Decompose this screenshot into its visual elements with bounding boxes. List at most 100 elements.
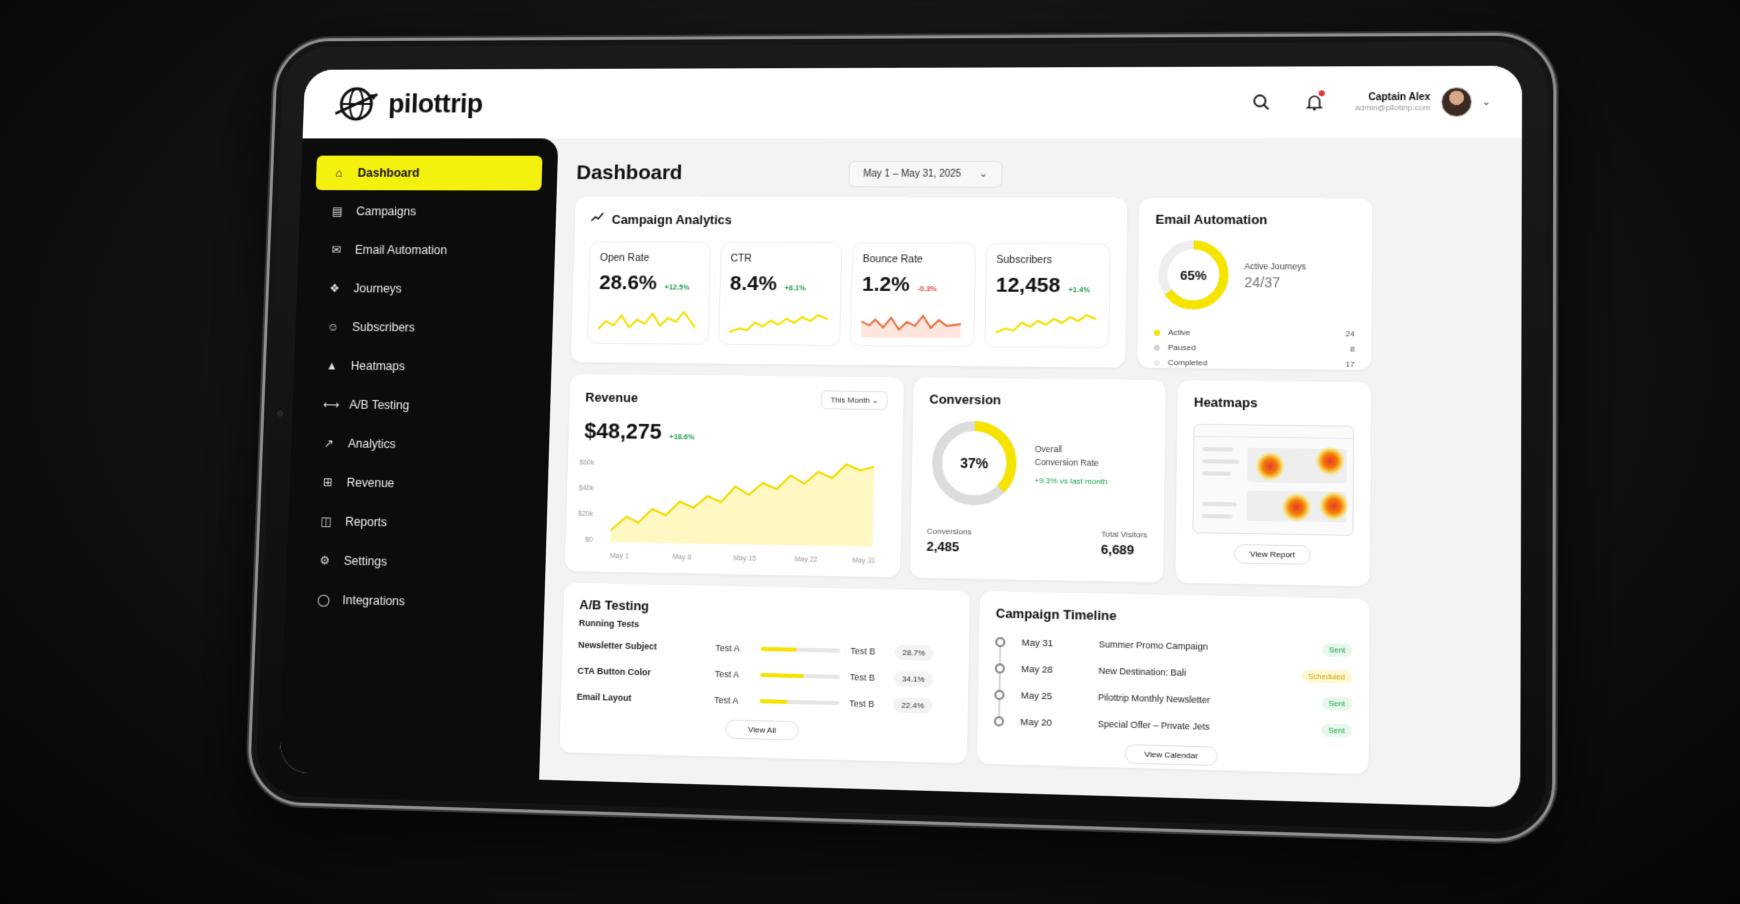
metric-value: 8.4% xyxy=(730,272,777,296)
stat-label: Total Visitors xyxy=(1101,530,1147,540)
top-bar: pilottrip Captain Alex admin@pilottrip.c… xyxy=(303,66,1522,139)
bell-icon[interactable] xyxy=(1302,90,1327,114)
chevron-down-icon: ⌄ xyxy=(979,168,988,179)
conversion-summary: Overall Conversion Rate +9.3% vs last mo… xyxy=(1034,443,1108,487)
revenue-chart: $60k $40k $20k $0 May 1 May 8 May 15 May… xyxy=(577,451,889,567)
status-badge: Sent xyxy=(1321,723,1352,737)
metric-open-rate[interactable]: Open Rate 28.6% +12.5% xyxy=(587,241,711,345)
ab-test-name: CTA Button Color xyxy=(577,666,715,679)
sidebar-item-heatmaps[interactable]: ▲ Heatmaps xyxy=(309,348,537,385)
metric-label: CTR xyxy=(730,253,831,265)
ab-variant-a: Test A xyxy=(715,643,761,654)
metric-label: Subscribers xyxy=(996,254,1099,266)
ab-testing-card: A/B Testing Running Tests Newsletter Sub… xyxy=(559,583,969,763)
sidebar-item-label: Subscribers xyxy=(352,320,415,334)
view-report-button[interactable]: View Report xyxy=(1234,544,1310,565)
metric-value-row: 1.2% -0.3% xyxy=(862,273,964,297)
timeline-date: May 25 xyxy=(1021,690,1099,703)
heatmaps-card: Heatmaps Vie xyxy=(1175,380,1371,586)
sidebar-item-reports[interactable]: ◫ Reports xyxy=(303,503,532,542)
preview-line xyxy=(1202,459,1239,464)
globe-plane-icon xyxy=(331,85,381,123)
search-icon[interactable] xyxy=(1249,90,1274,114)
analytics-icon: ↗ xyxy=(321,436,337,450)
period-select[interactable]: This Month ⌄ xyxy=(821,390,887,410)
timeline-dot xyxy=(994,716,1004,726)
conversion-donut: 37% xyxy=(927,417,1021,511)
view-all-button[interactable]: View All xyxy=(725,719,799,740)
integrations-icon: ◯ xyxy=(316,593,332,607)
metrics-row: Open Rate 28.6% +12.5% CTR 8.4% +8.1 xyxy=(587,241,1111,348)
date-range-select[interactable]: May 1 – May 31, 2025 ⌄ xyxy=(848,160,1002,187)
heatmap-icon: ▲ xyxy=(324,359,340,373)
preview-line xyxy=(1202,502,1237,507)
sidebar-item-integrations[interactable]: ◯ Integrations xyxy=(300,582,529,622)
ab-progress xyxy=(761,647,841,653)
revenue-delta: +18.6% xyxy=(669,432,694,441)
x-tick: May 15 xyxy=(733,555,756,562)
sidebar-item-revenue[interactable]: ⊞ Revenue xyxy=(304,464,533,503)
sparkline xyxy=(861,308,961,339)
sidebar-item-label: Journeys xyxy=(353,282,402,296)
active-journeys: Active Journeys 24/37 xyxy=(1244,261,1306,290)
timeline-list: May 31 Summer Promo Campaign Sent May 28… xyxy=(994,629,1353,744)
conversion-label-2: Conversion Rate xyxy=(1035,455,1108,469)
active-journeys-label: Active Journeys xyxy=(1244,261,1306,271)
ab-variant-b: Test B xyxy=(850,646,894,657)
ab-test-icon: ⟷ xyxy=(323,398,339,412)
card-title: Email Automation xyxy=(1155,212,1355,228)
sidebar-item-subscribers[interactable]: ☺ Subscribers xyxy=(310,309,538,346)
legend-dot xyxy=(1154,359,1160,365)
timeline-campaign: New Destination: Bali xyxy=(1098,666,1301,681)
user-menu[interactable]: Captain Alex admin@pilottrip.com ⌄ xyxy=(1355,87,1491,117)
conversions-stat: Conversions 2,485 xyxy=(926,527,971,555)
top-actions: Captain Alex admin@pilottrip.com ⌄ xyxy=(1249,87,1491,117)
sidebar-item-dashboard[interactable]: ⌂ Dashboard xyxy=(316,156,543,191)
metric-value: 12,458 xyxy=(996,274,1061,298)
legend-value: 17 xyxy=(1345,360,1354,369)
automation-percent: 65% xyxy=(1154,237,1232,314)
y-tick: $40k xyxy=(579,485,594,492)
sidebar-item-ab-testing[interactable]: ⟷ A/B Testing xyxy=(307,387,535,425)
logo[interactable]: pilottrip xyxy=(331,85,483,124)
legend-item: Completed 17 xyxy=(1154,355,1355,372)
ab-variant-b: Test B xyxy=(849,698,893,709)
metric-bounce-rate[interactable]: Bounce Rate 1.2% -0.3% xyxy=(850,242,976,347)
app-name: pilottrip xyxy=(388,88,483,119)
user-info: Captain Alex admin@pilottrip.com xyxy=(1355,92,1430,112)
stat-label: Conversions xyxy=(927,527,972,537)
sidebar-item-email-automation[interactable]: ✉ Email Automation xyxy=(313,232,540,268)
campaign-icon: ▤ xyxy=(330,205,346,218)
ab-progress-fill xyxy=(760,673,804,678)
sidebar-item-label: Settings xyxy=(344,554,388,569)
stat-value: 2,485 xyxy=(926,539,971,555)
x-tick: May 22 xyxy=(795,556,818,563)
conversion-stats: Conversions 2,485 Total Visitors 6,689 xyxy=(926,527,1147,558)
campaign-timeline-card: Campaign Timeline May 31 Summer Promo Ca… xyxy=(977,591,1370,774)
preview-line xyxy=(1202,514,1233,519)
sidebar-item-campaigns[interactable]: ▤ Campaigns xyxy=(314,194,541,229)
view-calendar-button[interactable]: View Calendar xyxy=(1125,744,1218,766)
ab-test-name: Email Layout xyxy=(577,692,715,705)
sidebar-item-settings[interactable]: ⚙ Settings xyxy=(301,542,530,582)
legend-label: Completed xyxy=(1168,358,1208,367)
chevron-down-icon[interactable]: ⌄ xyxy=(1482,96,1491,107)
timeline-campaign: Summer Promo Campaign xyxy=(1099,639,1322,654)
heat-spot xyxy=(1319,491,1348,520)
sidebar-item-label: Campaigns xyxy=(356,205,416,219)
metric-delta: +12.5% xyxy=(665,283,690,292)
mail-icon: ✉ xyxy=(328,243,344,257)
ab-test-name: Newsletter Subject xyxy=(578,640,716,653)
metric-delta: -0.3% xyxy=(917,284,937,293)
avatar[interactable] xyxy=(1441,87,1472,117)
timeline-dot xyxy=(995,637,1005,647)
sidebar-item-analytics[interactable]: ↗ Analytics xyxy=(306,426,534,464)
revenue-area xyxy=(610,461,874,547)
heat-spot xyxy=(1282,493,1311,522)
page-title: Dashboard xyxy=(576,162,683,185)
sidebar-item-journeys[interactable]: ❖ Journeys xyxy=(311,271,538,307)
metric-ctr[interactable]: CTR 8.4% +8.1% xyxy=(718,242,843,346)
heatmap-preview[interactable] xyxy=(1192,424,1354,536)
metric-subscribers[interactable]: Subscribers 12,458 +1.4% xyxy=(984,243,1111,348)
